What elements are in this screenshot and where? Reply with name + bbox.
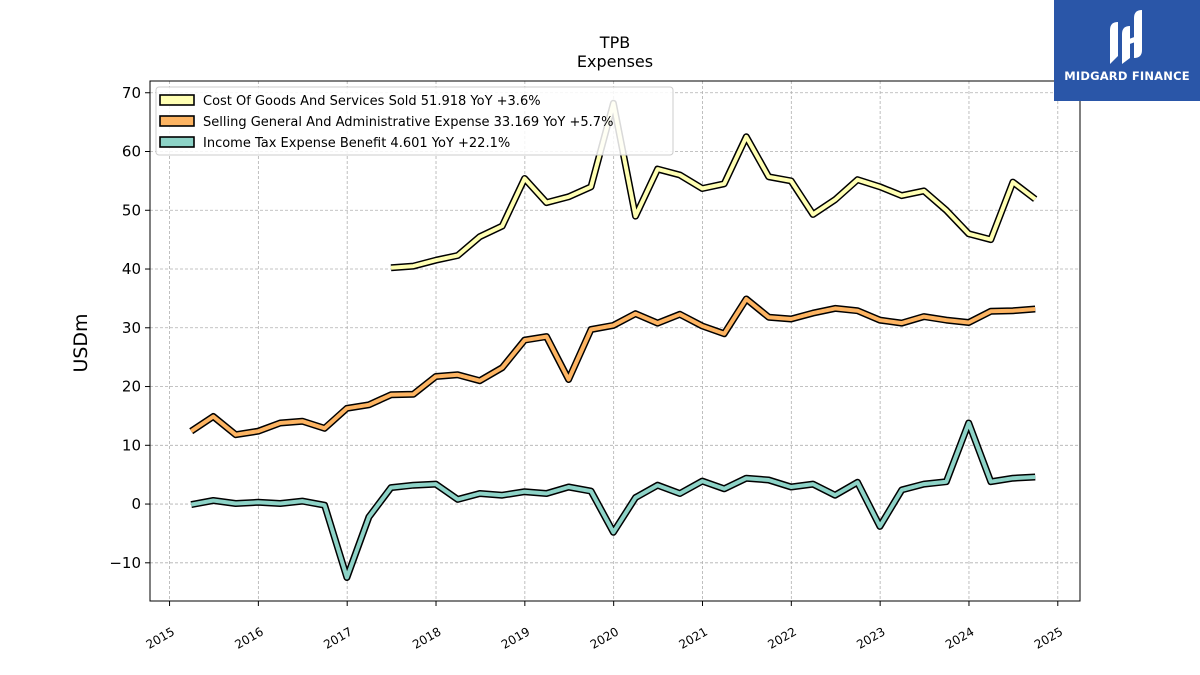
legend: Cost Of Goods And Services Sold 51.918 Y… [155,86,674,156]
series-line-0 [390,101,1037,270]
x-tick-label: 2025 [1032,624,1065,651]
plot-frame [149,80,1081,602]
x-tick-label: 2015 [144,624,177,651]
gridlines [150,81,1080,601]
y-tick-label: 60 [122,143,141,161]
chart-title: TPB [599,33,630,52]
x-tick-label: 2018 [410,624,443,651]
series-line-1 [190,297,1036,437]
series-lines [189,99,1038,581]
x-axis: 2015 2016 2017 2018 2019 2020 2021 2022 2023 2024… [144,601,1065,652]
x-tick-label: 2023 [854,624,887,651]
x-tick-label: 2020 [588,624,621,651]
x-tick-label: 2016 [232,624,265,651]
legend-label: Selling General And Administrative Expen… [203,115,613,130]
midgard-logo-icon [1110,10,1142,64]
x-tick-label: 2017 [321,624,354,651]
y-tick-label: 50 [122,201,141,219]
y-tick-label: 40 [122,260,141,278]
y-axis: −10 0 10 20 30 40 50 60 70 [109,84,150,572]
y-tick-label: 20 [122,378,141,396]
x-tick-label: 2019 [499,624,532,651]
legend-box [155,86,674,156]
legend-swatch [159,94,195,106]
x-tick-label: 2024 [943,624,976,651]
y-axis-label: USDm [70,313,92,372]
y-tick-label: −10 [109,554,141,572]
y-tick-label: 0 [131,495,141,513]
legend-label: Income Tax Expense Benefit 4.601 YoY +22… [203,136,510,151]
legend-swatch [159,115,195,127]
y-tick-label: 30 [122,319,141,337]
y-tick-label: 70 [122,84,141,102]
logo-text: MIDGARD FINANCE [1064,69,1190,83]
x-tick-label: 2022 [765,624,798,651]
y-tick-label: 10 [122,436,141,454]
series-outline-2 [190,419,1036,581]
legend-swatch [159,136,195,148]
series-line-2 [190,421,1036,580]
legend-label: Cost Of Goods And Services Sold 51.918 Y… [203,94,541,109]
midgard-finance-logo: MIDGARD FINANCE [1054,0,1200,101]
chart-subtitle: Expenses [577,52,653,71]
x-tick-label: 2021 [677,624,710,651]
